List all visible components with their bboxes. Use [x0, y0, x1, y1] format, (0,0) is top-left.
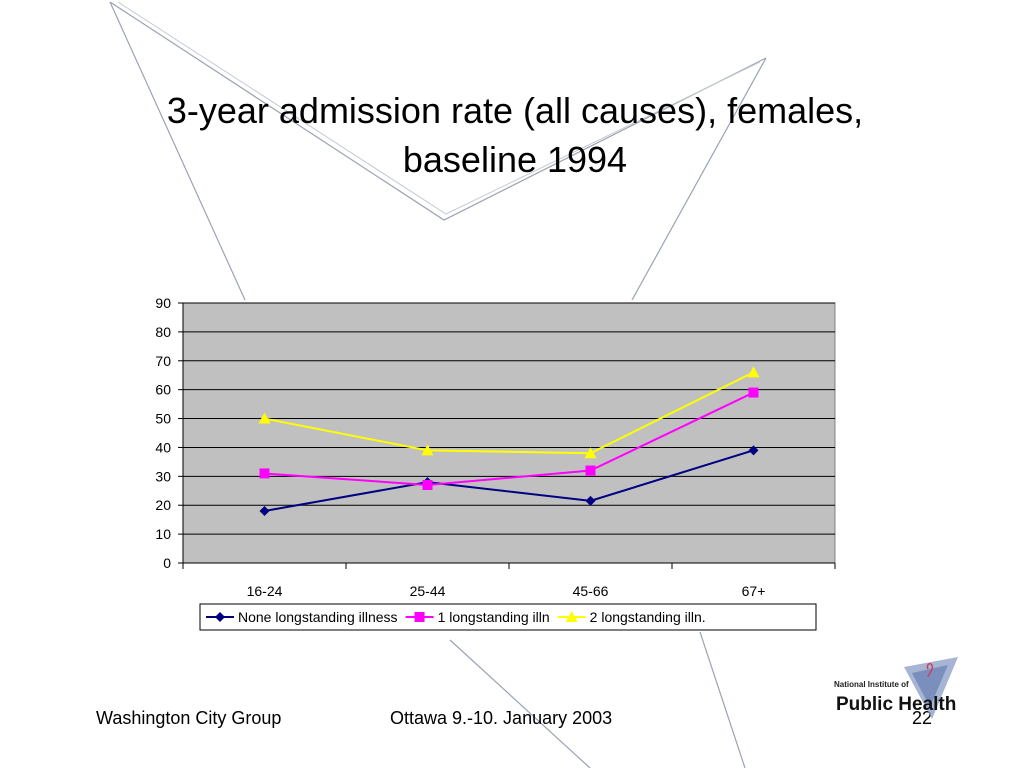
series-line — [264, 371, 754, 455]
x-tick-label: 25-44 — [410, 583, 446, 599]
institute-logo: National Institute of Public Health — [834, 657, 958, 719]
legend: None longstanding illness 1 longstanding … — [199, 603, 817, 631]
x-tick-label: 16-24 — [247, 583, 283, 599]
legend-item: 2 longstanding illn. — [557, 609, 706, 625]
page-number: 22 — [912, 708, 933, 728]
data-point — [422, 480, 433, 490]
legend-label: 2 longstanding illn. — [590, 609, 706, 625]
legend-marker — [565, 611, 578, 622]
legend-item: None longstanding illness — [206, 609, 398, 625]
footer-date-text: Ottawa 9.-10. January 2003 — [390, 708, 613, 728]
data-point — [259, 506, 270, 516]
data-point — [585, 495, 596, 506]
svg-text:Public Health: Public Health — [836, 694, 956, 715]
footer-left-text: Washington City Group — [96, 708, 282, 728]
y-tick-label: 20 — [155, 497, 171, 513]
series-line — [264, 449, 754, 512]
y-tick-label: 0 — [163, 555, 171, 571]
data-point — [584, 447, 597, 459]
x-axis: 16-24 25-44 45-66 67+ — [182, 563, 836, 599]
slide-title: 3-year admission rate (all causes), fema… — [100, 86, 930, 184]
data-point — [747, 366, 760, 378]
legend-box — [199, 603, 817, 631]
series-layer — [258, 366, 760, 516]
y-tick-label: 40 — [155, 439, 171, 455]
y-tick-label: 60 — [155, 382, 171, 398]
legend-label: 1 longstanding illn — [438, 609, 550, 625]
svg-text:National Institute of: National Institute of — [834, 680, 909, 689]
series-line — [264, 391, 754, 487]
y-tick-label: 10 — [155, 526, 171, 542]
series-2 — [259, 387, 759, 490]
y-tick-label: 50 — [155, 411, 171, 427]
legend-marker — [414, 612, 425, 622]
slide-title-line-2: baseline 1994 — [402, 139, 628, 180]
data-point — [421, 444, 434, 456]
legend-label: None longstanding illness — [238, 609, 398, 625]
x-tick-label: 45-66 — [573, 583, 609, 599]
data-point — [748, 445, 759, 456]
slide-title-line-1: 3-year admission rate (all causes), fema… — [166, 90, 864, 131]
y-tick-label: 70 — [155, 353, 171, 369]
legend-marker — [215, 612, 225, 622]
data-point — [259, 468, 270, 479]
y-tick-label: 90 — [155, 295, 171, 311]
plot-area — [182, 302, 836, 564]
series-3 — [258, 366, 760, 459]
data-point — [258, 412, 271, 424]
x-tick-label: 67+ — [742, 583, 766, 599]
plot-background — [182, 302, 836, 564]
data-point — [748, 387, 759, 398]
y-tick-label: 80 — [155, 324, 171, 340]
y-tick-label: 30 — [155, 468, 171, 484]
data-point — [585, 465, 596, 476]
legend-item: 1 longstanding illn — [405, 609, 550, 625]
y-axis: 0 10 20 30 40 50 60 70 80 90 — [155, 295, 183, 571]
